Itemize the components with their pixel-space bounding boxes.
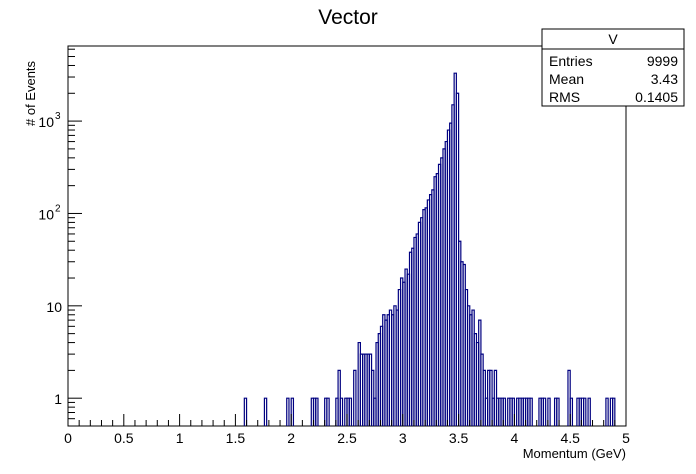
histogram-bin xyxy=(556,397,560,426)
stats-rms-value: 0.1405 xyxy=(635,89,678,105)
x-tick-label: 3 xyxy=(399,430,407,446)
histogram-bin xyxy=(502,397,507,426)
y-tick-exponent: 2 xyxy=(55,203,61,214)
histogram-bin xyxy=(290,397,295,426)
x-tick-label: 2.5 xyxy=(337,430,357,446)
x-tick-label: 0.5 xyxy=(114,430,134,446)
y-tick-label: 10 xyxy=(38,114,54,130)
x-tick-label: 2 xyxy=(287,430,295,446)
stats-entries-label: Entries xyxy=(549,53,593,69)
histogram-bin xyxy=(612,397,616,426)
stats-mean-label: Mean xyxy=(549,71,584,87)
histogram-bin xyxy=(587,397,591,426)
y-tick-exponent: 3 xyxy=(55,111,61,122)
stats-box-frame xyxy=(541,28,685,107)
stats-box: V Entries 9999 Mean 3.43 RMS 0.1405 xyxy=(541,28,685,107)
x-tick-label: 4.5 xyxy=(560,430,580,446)
histogram-bin xyxy=(243,397,248,426)
histogram-bin xyxy=(326,397,330,426)
histogram-bin xyxy=(315,397,319,426)
y-axis-title: # of Events xyxy=(23,60,38,126)
histogram-bin xyxy=(286,397,290,426)
chart-title: Vector xyxy=(318,6,378,29)
x-tick-label: 1 xyxy=(176,430,184,446)
stats-box-title: V xyxy=(608,31,618,47)
histogram-bin xyxy=(348,397,353,426)
y-tick-label: 10 xyxy=(38,206,54,222)
x-axis: 0 0.5 1 1.5 2 2.5 3 3.5 4 4.5 5 xyxy=(64,414,630,446)
histogram-bin xyxy=(582,397,587,426)
histogram-bin xyxy=(339,397,344,426)
x-tick-label: 5 xyxy=(622,430,630,446)
histogram-bin xyxy=(605,397,609,426)
stats-rms-label: RMS xyxy=(549,89,580,105)
x-tick-label: 3.5 xyxy=(449,430,469,446)
histogram-bin xyxy=(263,397,268,426)
histogram-bin xyxy=(529,397,533,426)
x-tick-label: 0 xyxy=(64,430,72,446)
y-tick-label: 1 xyxy=(54,391,62,407)
x-tick-label: 4 xyxy=(511,430,519,446)
histogram-bin xyxy=(547,397,551,426)
x-axis-title: Momentum (GeV) xyxy=(523,446,626,461)
histogram-bin xyxy=(353,369,357,426)
stats-mean-value: 3.43 xyxy=(651,71,678,87)
histogram-bin xyxy=(511,397,515,426)
x-tick-label: 1.5 xyxy=(226,430,246,446)
histogram-bin xyxy=(569,397,574,426)
stats-entries-value: 9999 xyxy=(647,53,678,69)
histogram-series xyxy=(243,72,616,426)
y-tick-label: 10 xyxy=(46,299,62,315)
histogram-bin xyxy=(542,397,547,426)
